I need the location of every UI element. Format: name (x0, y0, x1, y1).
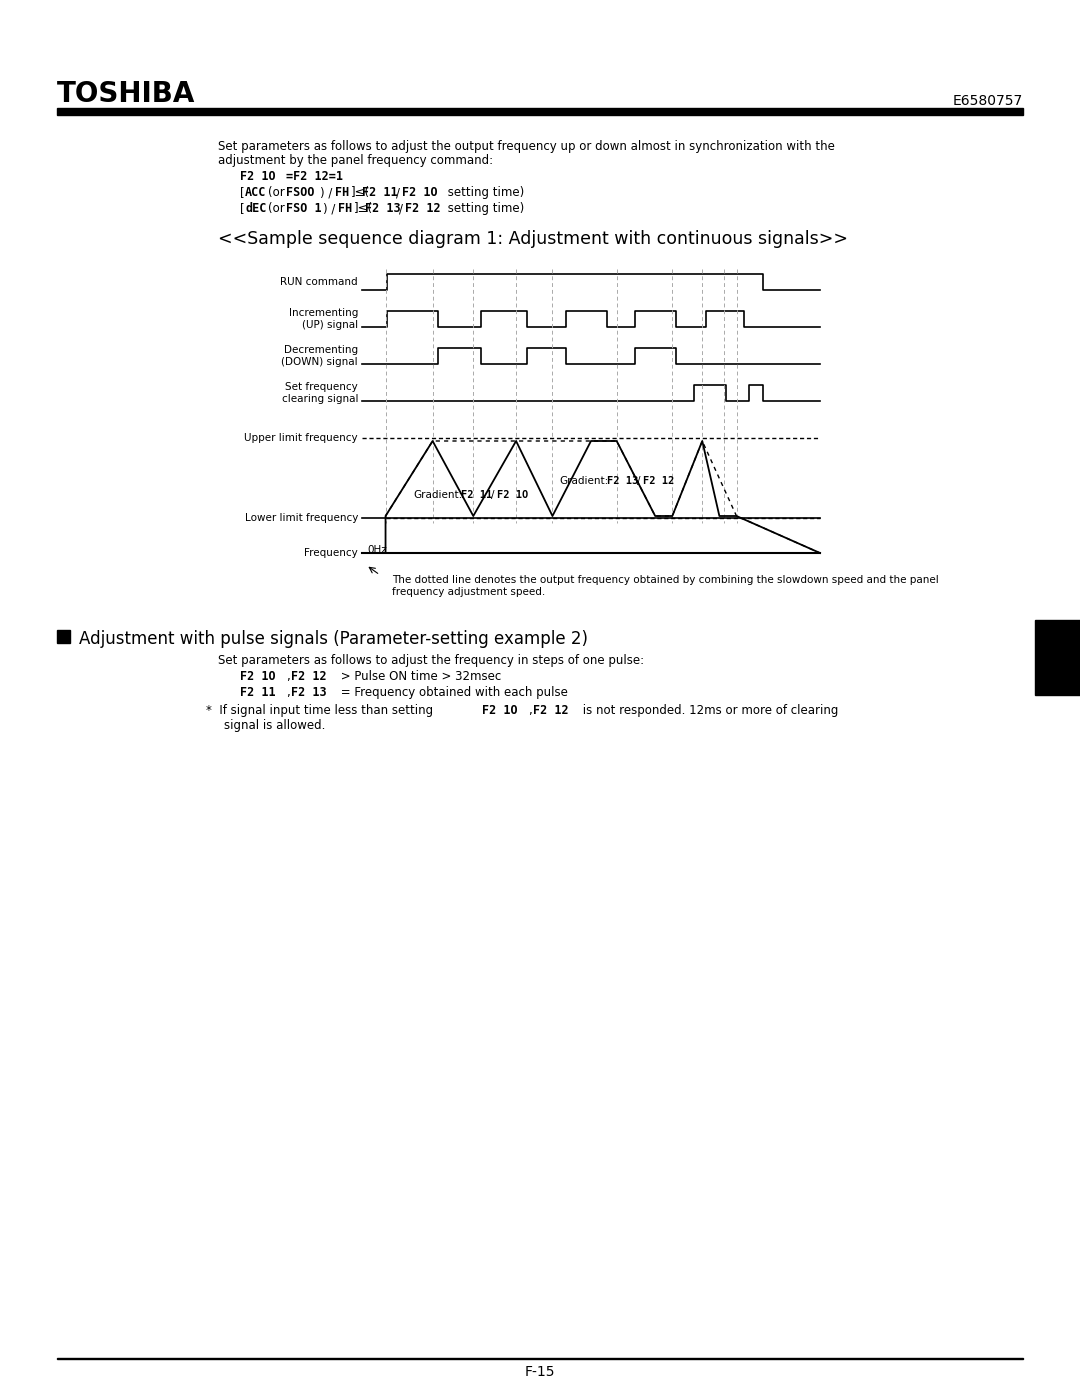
Text: Set frequency
clearing signal: Set frequency clearing signal (282, 383, 357, 404)
Text: ) /: ) / (320, 186, 333, 198)
Text: TOSHIBA: TOSHIBA (57, 80, 195, 108)
Text: F2 1O: F2 1O (498, 490, 528, 500)
Text: setting time): setting time) (444, 203, 524, 215)
Text: E6580757: E6580757 (953, 94, 1023, 108)
Text: Lower limit frequency: Lower limit frequency (245, 513, 357, 522)
Text: F-15: F-15 (525, 1365, 555, 1379)
Text: Frequency: Frequency (305, 548, 357, 557)
Text: F2 13: F2 13 (365, 203, 401, 215)
Text: ,: , (528, 704, 531, 717)
Text: > Pulse ON time > 32msec: > Pulse ON time > 32msec (337, 671, 501, 683)
Text: F2 13: F2 13 (607, 476, 638, 486)
Text: (or: (or (268, 186, 285, 198)
Text: =F2 12=1: =F2 12=1 (286, 170, 343, 183)
Text: Set parameters as follows to adjust the frequency in steps of one pulse:: Set parameters as follows to adjust the … (218, 654, 644, 666)
Text: Adjustment with pulse signals (Parameter-setting example 2): Adjustment with pulse signals (Parameter… (79, 630, 588, 648)
Text: (or: (or (268, 203, 285, 215)
Text: <<Sample sequence diagram 1: Adjustment with continuous signals>>: <<Sample sequence diagram 1: Adjustment … (218, 231, 848, 249)
Text: F2 12: F2 12 (643, 476, 674, 486)
Text: F2 1O: F2 1O (240, 671, 275, 683)
Text: is not responded. 12ms or more of clearing: is not responded. 12ms or more of cleari… (579, 704, 838, 717)
Text: ,: , (286, 671, 289, 683)
Text: Incrementing
(UP) signal: Incrementing (UP) signal (288, 309, 357, 330)
Text: *  If signal input time less than setting: * If signal input time less than setting (206, 704, 437, 717)
Text: /: / (637, 476, 640, 486)
Text: /: / (491, 490, 495, 500)
Text: F2 12: F2 12 (534, 704, 569, 717)
Text: ) /: ) / (323, 203, 336, 215)
Text: adjustment by the panel frequency command:: adjustment by the panel frequency comman… (218, 154, 494, 168)
Text: Set parameters as follows to adjust the output frequency up or down almost in sy: Set parameters as follows to adjust the … (218, 140, 835, 154)
Text: ACC: ACC (245, 186, 267, 198)
Text: ]≤(: ]≤( (351, 186, 370, 198)
Text: FH: FH (338, 203, 352, 215)
Text: FSOO: FSOO (286, 186, 314, 198)
Text: F2 11: F2 11 (240, 686, 275, 698)
Text: 6: 6 (1048, 644, 1067, 672)
Text: F2 13: F2 13 (291, 686, 326, 698)
Text: FSO 1: FSO 1 (286, 203, 322, 215)
Text: dEC: dEC (245, 203, 267, 215)
Text: /: / (399, 203, 403, 215)
Text: setting time): setting time) (444, 186, 524, 198)
Text: F2 12: F2 12 (291, 671, 326, 683)
Text: ,: , (286, 686, 289, 698)
Text: Gradient:: Gradient: (558, 476, 608, 486)
Text: F2 11: F2 11 (362, 186, 397, 198)
Text: signal is allowed.: signal is allowed. (224, 719, 325, 732)
Text: FH: FH (335, 186, 349, 198)
Text: ]≤(: ]≤( (354, 203, 373, 215)
Text: The dotted line denotes the output frequency obtained by combining the slowdown : The dotted line denotes the output frequ… (392, 576, 939, 597)
Text: Upper limit frequency: Upper limit frequency (244, 433, 357, 443)
Text: F2 1O: F2 1O (240, 170, 275, 183)
Text: [: [ (240, 203, 245, 215)
Text: /: / (396, 186, 400, 198)
Text: F2 1O: F2 1O (402, 186, 437, 198)
Text: [: [ (240, 186, 245, 198)
Text: RUN command: RUN command (281, 277, 357, 286)
Text: F2 12: F2 12 (405, 203, 441, 215)
Text: Gradient:: Gradient: (414, 490, 462, 500)
Text: Decrementing
(DOWN) signal: Decrementing (DOWN) signal (282, 345, 357, 367)
Text: = Frequency obtained with each pulse: = Frequency obtained with each pulse (337, 686, 568, 698)
Text: 0Hz: 0Hz (367, 545, 387, 555)
Text: F2 11: F2 11 (461, 490, 492, 500)
Text: F2 1O: F2 1O (482, 704, 517, 717)
